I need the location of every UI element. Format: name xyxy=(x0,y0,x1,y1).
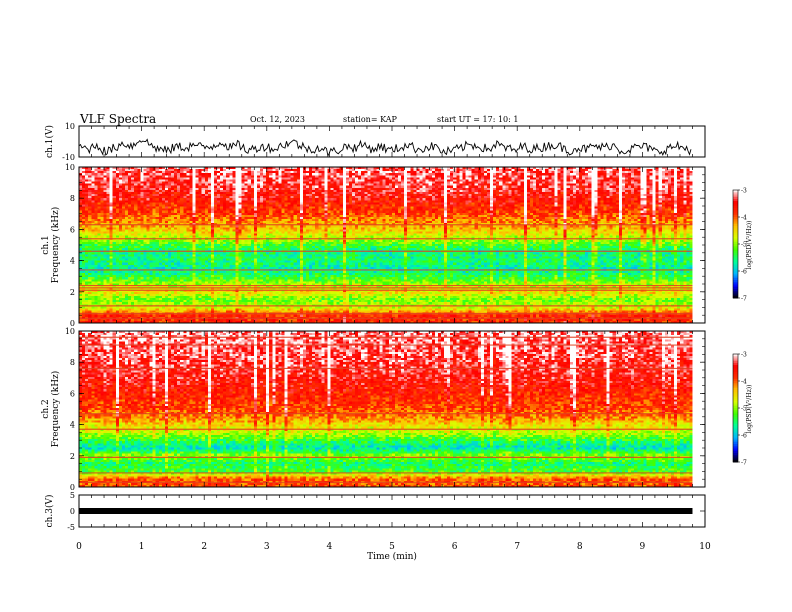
vlf-figure: 10-10ch.1(V)0246810ch.1 Frequency (kHz)-3… xyxy=(0,0,792,612)
spectrogram-image-ch.1 xyxy=(79,167,693,323)
